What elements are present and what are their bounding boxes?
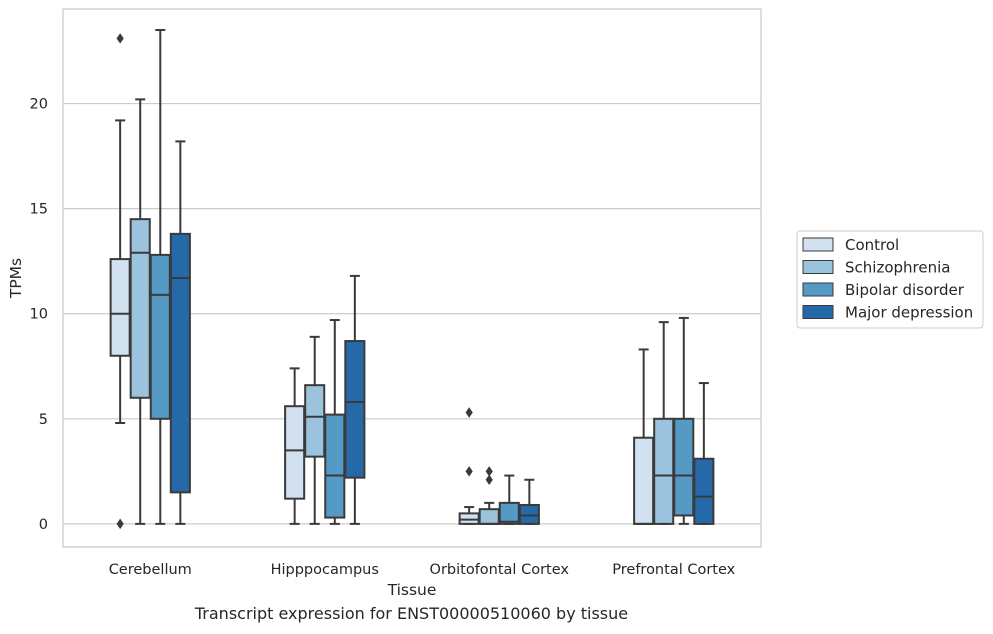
box-group: [149, 29, 171, 525]
box: [129, 218, 151, 399]
box-group: [129, 98, 151, 525]
y-axis-label: TPMs: [7, 258, 25, 299]
y-axis-ticks: 0 5 10 15 20: [30, 97, 48, 533]
x-axis-label: Tissue: [387, 581, 437, 599]
outlier-point: [116, 33, 124, 44]
box: [693, 457, 715, 525]
box: [149, 253, 171, 420]
outlier-point: [485, 474, 493, 485]
legend-item: Major depression: [802, 304, 973, 322]
outlier-point: [465, 466, 473, 477]
box-group: [284, 367, 306, 525]
box-group: [458, 407, 480, 525]
box-plot-area: [109, 29, 715, 530]
box: [633, 436, 655, 525]
legend-label: Control: [845, 236, 899, 254]
box-group: [324, 319, 346, 525]
box-group: [478, 466, 500, 525]
box: [324, 413, 346, 519]
y-tick-label: 20: [30, 97, 48, 113]
box-group: [518, 478, 540, 525]
y-tick-label: 5: [39, 412, 48, 428]
x-tick-label: Prefrontal Cortex: [612, 562, 735, 578]
outlier-point: [485, 466, 493, 477]
box: [478, 508, 500, 525]
y-tick-label: 10: [30, 307, 48, 323]
y-tick-label: 0: [39, 517, 48, 533]
box: [304, 384, 326, 458]
box: [673, 417, 695, 517]
legend-frame: [796, 230, 984, 329]
figure-caption: Transcript expression for ENST0000051006…: [194, 604, 629, 623]
x-tick-label: Orbitofontal Cortex: [430, 562, 570, 578]
legend-swatch: [802, 237, 834, 252]
box: [518, 503, 540, 525]
box-group: [169, 140, 191, 525]
x-tick-label: Hipppocampus: [271, 562, 379, 578]
box-group: [653, 321, 675, 525]
box: [653, 417, 675, 525]
box-group: [633, 348, 655, 525]
legend-label: Major depression: [845, 304, 973, 322]
box: [458, 512, 480, 525]
legend-swatch: [802, 260, 834, 274]
box: [284, 405, 306, 500]
x-axis-ticks: Cerebellum Hipppocampus Orbitofontal Corte…: [109, 562, 736, 578]
box: [109, 258, 131, 357]
box-group: [498, 474, 520, 525]
box-group: [673, 316, 695, 525]
legend-item: Bipolar disorder: [802, 281, 965, 299]
outlier-point: [116, 518, 124, 530]
legend-label: Schizophrenia: [845, 259, 950, 277]
box-group: [109, 33, 131, 530]
y-tick-label: 15: [30, 202, 48, 218]
legend-label: Bipolar disorder: [845, 281, 965, 299]
legend-item: Control: [802, 236, 899, 254]
legend-item: Schizophrenia: [802, 259, 950, 277]
legend-swatch: [802, 305, 834, 319]
box: [169, 232, 191, 494]
box: [498, 501, 520, 525]
box-group: [693, 382, 715, 525]
outlier-point: [465, 407, 473, 418]
legend-swatch: [802, 282, 834, 297]
box: [344, 340, 366, 479]
plot-frame: [62, 8, 762, 548]
box-group: [344, 274, 366, 525]
box-group: [304, 335, 326, 525]
x-tick-label: Cerebellum: [109, 562, 192, 578]
legend: Control Schizophrenia Bipolar disorder Majo…: [796, 230, 984, 329]
